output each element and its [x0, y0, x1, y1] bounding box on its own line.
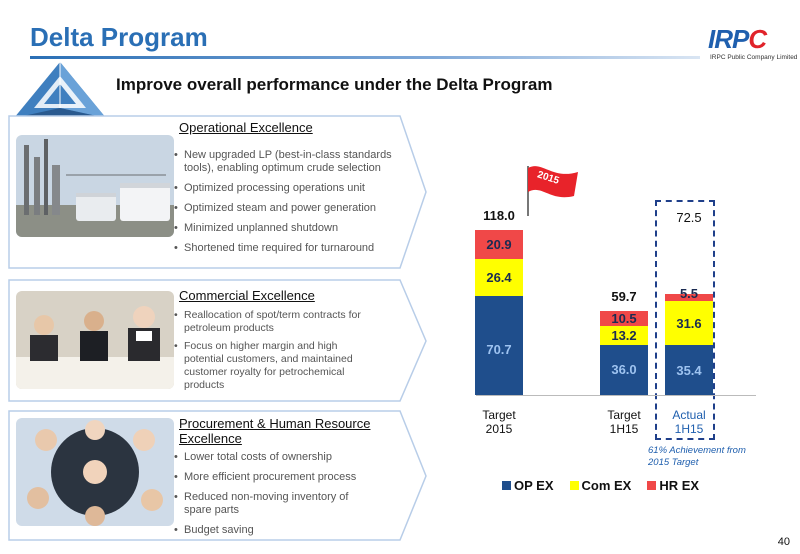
legend-swatch [569, 481, 579, 490]
business-meeting-photo [16, 291, 174, 389]
bar-segment-hr-ex: 20.9 [475, 229, 523, 260]
actual-highlight-box [655, 200, 715, 440]
bar-value-label: 13.2 [611, 327, 637, 343]
bar-value-label: 70.7 [486, 341, 512, 357]
panel-heading: Commercial Excellence [179, 288, 315, 303]
logo-mark: IRPC [708, 24, 767, 54]
refinery-photo [16, 135, 174, 237]
bullet-item: Shortened time required for turnaround [172, 242, 412, 255]
bar-value-label: 31.6 [676, 315, 702, 331]
bullet-item: Focus on higher margin and high potentia… [172, 340, 372, 392]
bullet-item: Budget saving [172, 524, 372, 537]
bar-segment-op-ex: 70.7 [475, 296, 523, 395]
bar-segment-hr-ex: 10.5 [600, 311, 648, 326]
legend-swatch [502, 481, 511, 490]
x-tick-label: Target 1H15 [607, 408, 641, 436]
panel-procurement-hr-excellence: Procurement & Human Resource Excellence … [8, 410, 428, 542]
bullet-item: Minimized unplanned shutdown [172, 222, 412, 235]
bullet-item: Lower total costs of ownership [172, 451, 372, 464]
panel-heading: Procurement & Human Resource Excellence [179, 416, 371, 446]
team-illustration [16, 418, 174, 526]
bullet-item: Reduced non-moving inventory of spare pa… [172, 491, 372, 517]
bullet-list: Lower total costs of ownership More effi… [172, 451, 372, 537]
page-number: 40 [777, 536, 790, 548]
bar-value-label: 5.5 [679, 285, 699, 301]
bar-segment-hr-ex: 5.5 [665, 286, 713, 302]
title-underline [30, 56, 700, 59]
x-tick-label: Actual 1H15 [672, 408, 706, 436]
legend-item: OP EX [502, 478, 554, 493]
bar-value-label: 35.4 [676, 362, 702, 378]
x-tick-label: Target 2015 [482, 408, 516, 436]
bar-value-label: 20.9 [486, 236, 512, 252]
refinery-illustration [16, 135, 174, 237]
chart-legend: OP EX Com EX HR EX [502, 478, 699, 493]
bullet-list: New upgraded LP (best-in-class standards… [172, 149, 412, 255]
stacked-bar-chart: 2015 61% Achievement from 2015 Target OP… [440, 150, 790, 550]
legend-label: Com EX [581, 478, 632, 493]
bar-total-label: 59.7 [611, 289, 637, 305]
legend-label: HR EX [659, 478, 700, 493]
bar-total-label: 118.0 [483, 207, 515, 223]
achievement-note: 61% Achievement from 2015 Target [648, 445, 746, 468]
panel-operational-excellence: Operational Excellence New upgraded LP (… [8, 115, 428, 270]
bar-segment-com-ex: 26.4 [475, 259, 523, 296]
legend-swatch [647, 481, 657, 490]
legend-item: Com EX [569, 478, 632, 493]
bullet-item: New upgraded LP (best-in-class standards… [172, 149, 412, 175]
panel-heading: Operational Excellence [179, 120, 313, 135]
bar-segment-com-ex: 31.6 [665, 301, 713, 346]
logo-subtext: IRPC Public Company Limited [710, 54, 798, 61]
page-title: Delta Program [30, 22, 208, 52]
bar-value-label: 26.4 [486, 270, 512, 286]
bullet-item: Optimized processing operations unit [172, 182, 412, 195]
bar-value-label: 36.0 [611, 362, 637, 378]
bullet-item: Reallocation of spot/term contracts for … [172, 309, 372, 335]
panel-commercial-excellence: Commercial Excellence Reallocation of sp… [8, 279, 428, 403]
flag-icon: 2015 [527, 166, 578, 216]
x-axis-line [476, 395, 756, 396]
bar-segment-op-ex: 35.4 [665, 345, 713, 395]
bar-value-label: 10.5 [611, 311, 637, 327]
legend-item: HR EX [647, 478, 699, 493]
bar-total-label: 72.5 [676, 210, 702, 225]
company-logo: IRPC IRPC Public Company Limited [706, 18, 797, 66]
bullet-item: Optimized steam and power generation [172, 202, 412, 215]
delta-pyramid-icon [14, 62, 106, 128]
bullet-list: Reallocation of spot/term contracts for … [172, 309, 372, 392]
meeting-illustration [16, 291, 174, 389]
bar-segment-com-ex: 13.2 [600, 326, 648, 345]
bullet-item: More efficient procurement process [172, 471, 372, 484]
page-subtitle: Improve overall performance under the De… [116, 75, 553, 94]
team-hands-photo [16, 418, 174, 526]
legend-label: OP EX [514, 478, 554, 493]
bar-segment-op-ex: 36.0 [600, 344, 648, 395]
